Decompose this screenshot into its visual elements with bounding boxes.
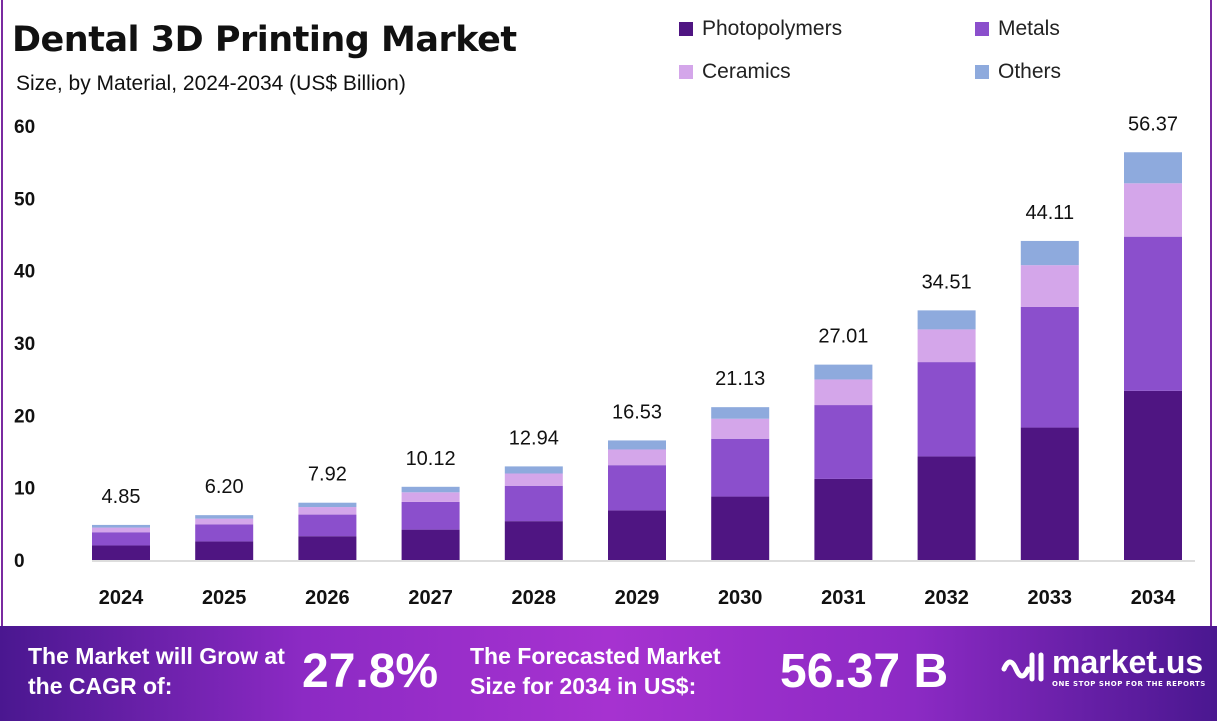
data-label: 7.92: [308, 464, 347, 486]
x-tick-label: 2031: [821, 587, 866, 609]
bar-segment-photopolymers: [711, 496, 770, 560]
x-tick-label: 2028: [512, 587, 557, 609]
bar-segment-others: [92, 524, 150, 528]
market-us-logo: market.us ONE STOP SHOP FOR THE REPORTS: [1000, 644, 1206, 689]
bar-segment-ceramics: [711, 418, 770, 439]
x-tick-label: 2029: [615, 587, 660, 609]
legend-others: Others: [975, 60, 1061, 84]
bar-segment-metals: [504, 485, 563, 522]
legend-label: Ceramics: [702, 60, 791, 83]
legend-photopolymers: Photopolymers: [679, 17, 842, 41]
bar-segment-metals: [1020, 306, 1079, 428]
bar-segment-photopolymers: [504, 521, 563, 560]
bar-segment-ceramics: [92, 527, 150, 533]
y-tick-label: 20: [14, 406, 35, 427]
x-tick-label: 2025: [202, 587, 247, 609]
bar-segment-others: [917, 310, 976, 330]
bar-segment-photopolymers: [917, 456, 976, 560]
bar-segment-metals: [401, 501, 460, 530]
bar-segment-ceramics: [298, 507, 357, 515]
data-label: 16.53: [612, 401, 662, 423]
bar-segment-others: [195, 515, 254, 519]
bar-segment-photopolymers: [1020, 427, 1079, 560]
x-tick-label: 2024: [99, 587, 144, 609]
data-label: 44.11: [1026, 202, 1075, 224]
y-tick-label: 40: [14, 262, 35, 283]
bar-segment-others: [1124, 152, 1182, 184]
bar-segment-others: [504, 466, 563, 474]
bar-segment-ceramics: [814, 379, 873, 406]
data-label: 21.13: [715, 368, 765, 390]
footer-banner: The Market will Grow at the CAGR of: 27.…: [0, 626, 1217, 721]
bar-segment-photopolymers: [195, 541, 254, 560]
legend-label: Photopolymers: [702, 17, 843, 40]
bar-segment-metals: [195, 524, 254, 542]
data-label: 4.85: [102, 486, 141, 508]
bar-segment-photopolymers: [298, 536, 357, 560]
bar-segment-metals: [917, 362, 976, 457]
bar-segment-metals: [608, 465, 666, 511]
bar-segment-ceramics: [195, 518, 254, 525]
data-label: 12.94: [509, 427, 559, 449]
logo-icon: [1001, 652, 1044, 681]
bar-segment-others: [298, 502, 357, 508]
y-tick-label: 0: [14, 551, 25, 572]
data-label: 56.37: [1128, 113, 1178, 135]
legend-label: Metals: [998, 17, 1060, 40]
logo-name: market.us: [1052, 644, 1204, 680]
forecast-label: The Forecasted Market Size for 2034 in U…: [470, 643, 721, 699]
bar-segment-photopolymers: [92, 545, 150, 560]
data-label: 34.51: [922, 271, 972, 293]
x-tick-label: 2030: [718, 587, 763, 609]
data-label: 10.12: [406, 448, 456, 470]
bar-segment-ceramics: [917, 329, 976, 363]
bar-segment-metals: [298, 514, 357, 537]
bar-segment-metals: [1124, 236, 1182, 391]
legend-metals: Metals: [975, 17, 1060, 41]
bar-segment-photopolymers: [608, 510, 666, 560]
logo-tagline: ONE STOP SHOP FOR THE REPORTS: [1052, 680, 1206, 688]
stacked-bar-chart: 01020304050604.8520246.2020257.92202610.…: [14, 113, 1195, 609]
bar-segment-ceramics: [1124, 183, 1182, 237]
legend-label: Others: [998, 60, 1062, 83]
bar-segment-metals: [711, 438, 770, 497]
bar-segment-photopolymers: [1124, 390, 1182, 560]
x-tick-label: 2032: [924, 587, 969, 609]
bar-segment-others: [711, 407, 770, 419]
x-tick-label: 2027: [408, 587, 453, 609]
y-tick-label: 60: [14, 117, 35, 138]
chart-title: Dental 3D Printing Market: [12, 20, 517, 60]
legend-swatch: [679, 65, 693, 79]
legend-ceramics: Ceramics: [679, 60, 791, 84]
bar-segment-others: [608, 440, 666, 450]
cagr-label: The Market will Grow at the CAGR of:: [28, 643, 285, 699]
bar-segment-ceramics: [608, 449, 666, 466]
legend-swatch: [679, 22, 693, 36]
data-label: 27.01: [818, 326, 868, 348]
legend-swatch: [975, 65, 989, 79]
x-tick-label: 2034: [1131, 587, 1176, 609]
bar-segment-ceramics: [1020, 265, 1079, 307]
y-tick-label: 30: [14, 334, 35, 355]
bar-segment-others: [814, 364, 873, 380]
bar-segment-photopolymers: [814, 478, 873, 560]
data-label: 6.20: [205, 476, 244, 498]
bar-segment-ceramics: [401, 492, 460, 502]
x-tick-label: 2026: [305, 587, 350, 609]
y-tick-label: 50: [14, 189, 35, 210]
bar-segment-ceramics: [504, 473, 563, 486]
legend-swatch: [975, 22, 989, 36]
bar-segment-metals: [814, 405, 873, 479]
chart-subtitle: Size, by Material, 2024-2034 (US$ Billio…: [16, 72, 406, 95]
bar-segment-others: [401, 486, 460, 493]
y-tick-label: 10: [14, 479, 35, 500]
x-tick-label: 2033: [1028, 587, 1073, 609]
bar-segment-metals: [92, 532, 150, 546]
cagr-value: 27.8%: [302, 645, 439, 698]
bar-segment-photopolymers: [401, 529, 460, 560]
bar-segment-others: [1020, 240, 1079, 266]
forecast-value: 56.37 B: [780, 645, 949, 698]
chart-frame: [1, 0, 1212, 626]
